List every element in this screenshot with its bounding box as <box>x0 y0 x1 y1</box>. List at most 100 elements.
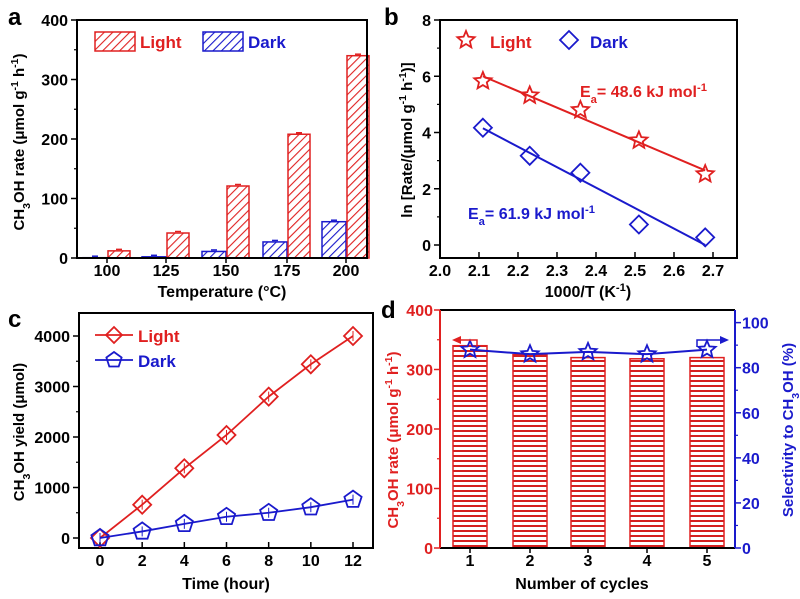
bar-dark <box>262 241 288 259</box>
y-tick-label: 0 <box>424 541 433 558</box>
data-point-light <box>472 69 494 91</box>
x-axis-title: Temperature (°C) <box>158 284 287 301</box>
legend-marker-light <box>104 325 124 345</box>
y-tick-label: 1000 <box>34 481 70 498</box>
legend-label-light: Light <box>138 327 180 346</box>
y-axis-title-right: Selectivity to CH3OH (%) <box>780 343 800 517</box>
y-tick-label: 0 <box>742 541 751 558</box>
data-point-light <box>342 325 364 347</box>
legend-marker-dark <box>558 29 580 51</box>
bar-light <box>226 185 250 259</box>
y-tick-label: 0 <box>61 531 70 548</box>
legend-swatch-light <box>94 31 136 52</box>
y-tick-label: 0 <box>59 251 68 268</box>
bar-rate <box>512 353 548 549</box>
y-tick-label: 8 <box>422 13 431 30</box>
activation-energy-dark: Ea= 61.9 kJ mol-1 <box>468 204 595 228</box>
selectivity-point <box>577 340 599 362</box>
bar-rate <box>629 358 665 549</box>
x-axis-title: Number of cycles <box>515 576 648 593</box>
data-point-dark <box>216 506 237 525</box>
data-point-light <box>300 354 322 375</box>
data-point-light <box>518 84 541 105</box>
x-tick-label: 2.6 <box>663 263 685 280</box>
x-tick-label: 125 <box>153 263 180 280</box>
x-tick-label: 2.2 <box>507 263 529 280</box>
panel-label: b <box>384 4 399 31</box>
x-tick-label: 12 <box>344 553 362 570</box>
data-point-light <box>89 527 111 549</box>
bar-rate <box>689 356 725 549</box>
bar-light <box>107 250 131 259</box>
x-tick-label: 8 <box>264 553 273 570</box>
y-tick-label: 80 <box>742 361 760 378</box>
data-point-dark <box>343 489 363 508</box>
fit-line-dark <box>482 127 706 246</box>
data-point-dark <box>628 214 650 235</box>
data-point-dark <box>174 513 194 532</box>
data-point-light <box>628 129 650 150</box>
panel-c: c 0 1000 2000 3000 4000 0 2 4 6 8 10 12 Time (hour) CH… <box>8 306 374 593</box>
x-tick-label: 1 <box>466 553 475 570</box>
x-tick-label: 2 <box>526 553 535 570</box>
x-tick-label: 10 <box>302 553 320 570</box>
data-point-light <box>174 458 195 479</box>
x-tick-label: 100 <box>94 263 121 280</box>
panel-a: a 0 100 200 300 400 100 125 150 175 200 Temperature… <box>8 4 370 301</box>
data-point-dark <box>301 497 321 516</box>
data-point-light <box>258 386 279 407</box>
arrow-head-left-icon <box>452 336 461 344</box>
x-tick-label: 3 <box>584 553 593 570</box>
y-tick-label: 40 <box>742 451 760 468</box>
y-axis-title-left: CH3OH rate (μmol g-1 h-1) <box>383 351 407 528</box>
panel-label: d <box>381 297 396 324</box>
x-tick-label: 2.1 <box>468 263 490 280</box>
x-tick-label: 4 <box>643 553 652 570</box>
y-tick-label: 400 <box>41 13 68 30</box>
data-point-light <box>216 424 237 446</box>
arrow-head-right-icon <box>720 336 729 344</box>
x-tick-label: 2.4 <box>585 263 607 280</box>
y-tick-label: 300 <box>406 363 433 380</box>
legend-label-dark: Dark <box>248 33 286 52</box>
selectivity-point <box>636 342 658 364</box>
y-tick-label: 6 <box>422 69 431 86</box>
x-axis-title: 1000/T (K-1) <box>545 282 631 301</box>
x-tick-label: 2.5 <box>624 263 646 280</box>
x-tick-label: 150 <box>213 263 240 280</box>
plot-frame <box>439 19 738 259</box>
bar-rate <box>570 356 606 549</box>
bar-light <box>287 133 311 259</box>
y-tick-label: 100 <box>406 482 433 499</box>
legend-label-dark: Dark <box>590 33 628 52</box>
selectivity-line <box>469 348 708 356</box>
legend-label-dark: Dark <box>138 352 176 371</box>
y-axis-title: CH3OH yield (μmol) <box>11 363 33 501</box>
legend-label-light: Light <box>490 33 532 52</box>
data-point-dark <box>259 502 279 521</box>
x-axis-title: Time (hour) <box>182 576 270 593</box>
data-point-dark <box>472 117 494 138</box>
data-point-dark <box>132 521 152 540</box>
data-point-light <box>131 494 153 515</box>
x-tick-label: 200 <box>333 263 360 280</box>
y-tick-label: 200 <box>406 422 433 439</box>
data-point-dark <box>90 527 110 547</box>
x-tick-label: 6 <box>222 553 231 570</box>
y-tick-label: 100 <box>742 316 769 333</box>
y-tick-label: 400 <box>406 303 433 320</box>
panel-label: a <box>8 4 22 31</box>
x-tick-label: 2.3 <box>546 263 568 280</box>
bar-dark <box>321 220 347 259</box>
selectivity-point <box>696 338 718 359</box>
y-tick-label: 200 <box>41 132 68 149</box>
data-point-light <box>694 162 717 184</box>
data-point-light <box>569 98 592 120</box>
data-point-dark <box>519 145 540 167</box>
y-axis-title: CH3OH rate (μmol g-1 h-1) <box>9 53 33 230</box>
legend-label-light: Light <box>140 33 182 52</box>
x-tick-label: 2.7 <box>702 263 724 280</box>
y-tick-label: 2 <box>422 182 431 199</box>
activation-energy-light: Ea= 48.6 kJ mol-1 <box>580 82 707 106</box>
